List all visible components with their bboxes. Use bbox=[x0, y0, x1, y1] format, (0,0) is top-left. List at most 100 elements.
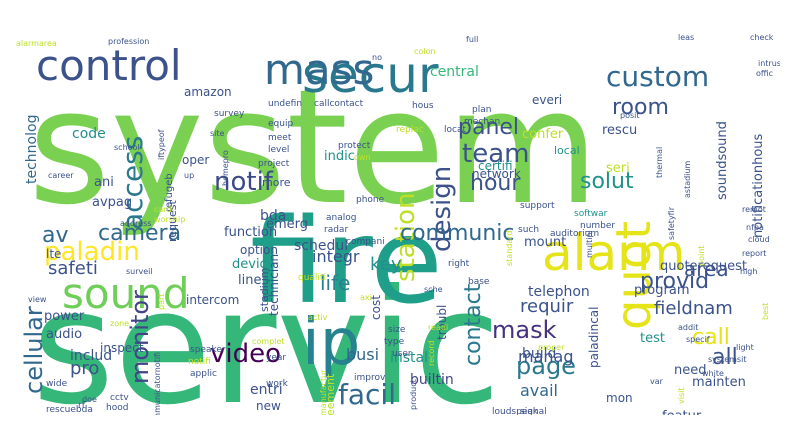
word-undefin: undefin bbox=[268, 99, 302, 109]
word-callcontact: callcontact bbox=[314, 99, 364, 109]
word-notificationhous: notificationhous bbox=[751, 133, 766, 238]
word-locat: locat bbox=[444, 125, 466, 135]
word-base: base bbox=[468, 277, 490, 287]
word-survey: survey bbox=[214, 109, 245, 119]
word-technician: technician bbox=[267, 254, 281, 316]
word-featur: featur bbox=[662, 409, 702, 415]
word-up: up bbox=[184, 171, 194, 180]
word-addit: addit bbox=[678, 323, 698, 332]
word-iftypeof: iftypeof bbox=[157, 129, 166, 160]
word-cloud: cloud bbox=[748, 235, 770, 244]
word-key: key bbox=[370, 254, 402, 275]
word-year: year bbox=[266, 353, 286, 363]
word-safetyfir: safetyfir bbox=[667, 206, 676, 240]
word-seri: seri bbox=[606, 161, 630, 176]
word-monitor: monitor bbox=[126, 290, 154, 384]
word-troubl: troubl bbox=[435, 305, 449, 340]
word-all: all bbox=[712, 345, 738, 370]
word-quot: quot bbox=[606, 221, 662, 330]
word-mask: mask bbox=[492, 316, 557, 344]
word-auditorium: auditorium bbox=[550, 229, 599, 239]
word-paladincal: paladincal bbox=[587, 307, 601, 369]
word-school: school bbox=[114, 143, 140, 152]
word-specif: specif bbox=[686, 335, 710, 344]
word-hous: hous bbox=[412, 101, 434, 111]
word-local: local bbox=[554, 144, 580, 157]
word-address: address bbox=[120, 219, 151, 228]
word-includ: includ bbox=[70, 348, 112, 364]
word-avail: avail bbox=[520, 381, 558, 400]
word-leas: leas bbox=[678, 33, 694, 42]
word-avpag: avpag bbox=[92, 195, 132, 210]
word-communic: communic bbox=[400, 221, 515, 246]
word-ani: ani bbox=[94, 175, 114, 190]
word-mass: mass bbox=[264, 45, 374, 94]
word-panel: panel bbox=[458, 115, 519, 140]
word-build: build bbox=[522, 346, 556, 362]
word-mechan: mechan bbox=[464, 117, 500, 127]
word-more: more bbox=[262, 176, 291, 189]
word-manufactur: manufactur bbox=[319, 369, 328, 415]
word-site: site bbox=[210, 129, 225, 138]
word-right: right bbox=[448, 259, 470, 269]
word-hood: hood bbox=[106, 403, 128, 413]
word-work: work bbox=[266, 379, 289, 389]
word-camera: camera bbox=[98, 221, 181, 246]
word-everi: everi bbox=[532, 93, 562, 107]
word-function: function bbox=[224, 225, 277, 240]
word-room: room bbox=[612, 95, 669, 120]
word-devic: devic bbox=[232, 257, 267, 272]
word-alarmarea: alarmarea bbox=[16, 39, 57, 48]
word-soundsound: soundsound bbox=[715, 121, 730, 200]
word-standard: standard bbox=[505, 231, 514, 266]
word-audio: audio bbox=[46, 327, 82, 342]
word-code: code bbox=[72, 126, 106, 142]
word-area: area bbox=[684, 257, 729, 281]
word-safeti: safeti bbox=[48, 258, 98, 279]
word-colon: colon bbox=[414, 47, 435, 56]
word-high: high bbox=[740, 267, 757, 276]
word-ip: ip bbox=[302, 306, 360, 380]
word-video: video bbox=[210, 339, 281, 369]
word-contact: contact bbox=[461, 283, 486, 366]
word-axi: axi bbox=[360, 293, 372, 302]
word-equip: equip bbox=[268, 119, 293, 129]
word-stadium: stadium bbox=[258, 267, 271, 312]
word-amazon: amazon bbox=[184, 85, 232, 99]
word-pro: pro bbox=[70, 358, 99, 379]
word-loudspeak: loudspeak bbox=[492, 407, 539, 415]
word-applic: applic bbox=[190, 369, 217, 379]
word-fieldnam: fieldnam bbox=[654, 298, 733, 319]
word-softwar: softwar bbox=[574, 209, 608, 219]
word-posit: posit bbox=[620, 111, 640, 120]
word-new: new bbox=[256, 399, 281, 413]
word-requir: requir bbox=[520, 296, 574, 317]
word-indic: indic bbox=[324, 149, 355, 164]
word-var: var bbox=[650, 377, 664, 386]
word-secur: secur bbox=[302, 46, 439, 104]
word-oper: oper bbox=[182, 153, 209, 167]
word-zone: zone bbox=[110, 319, 129, 328]
word-improv: improv bbox=[354, 373, 386, 383]
word-white: white bbox=[702, 369, 724, 378]
word-no: no bbox=[372, 53, 382, 62]
word-own: own bbox=[354, 153, 371, 162]
word-phone: phone bbox=[356, 195, 385, 205]
word-record: record bbox=[427, 340, 436, 366]
word-complet: complet bbox=[252, 337, 284, 346]
word-solut: solut bbox=[580, 169, 634, 194]
word-cctv: cctv bbox=[110, 393, 129, 403]
word-agreement: agreement bbox=[324, 373, 337, 415]
word-qualiti: qualiti bbox=[298, 273, 326, 283]
word-multipl: multipl bbox=[585, 230, 594, 258]
word-servic: servic bbox=[32, 256, 501, 415]
word-number: number bbox=[580, 221, 615, 231]
word-product: product bbox=[409, 379, 418, 410]
word-mount: mount bbox=[524, 235, 566, 250]
word-paladin: paladin bbox=[44, 237, 140, 267]
word-quoterequest: quoterequest bbox=[660, 259, 747, 274]
word-access: access bbox=[116, 136, 149, 230]
word-builtin: builtin bbox=[410, 372, 454, 388]
word-confer: confer bbox=[522, 127, 564, 142]
word-option: option bbox=[240, 243, 278, 257]
